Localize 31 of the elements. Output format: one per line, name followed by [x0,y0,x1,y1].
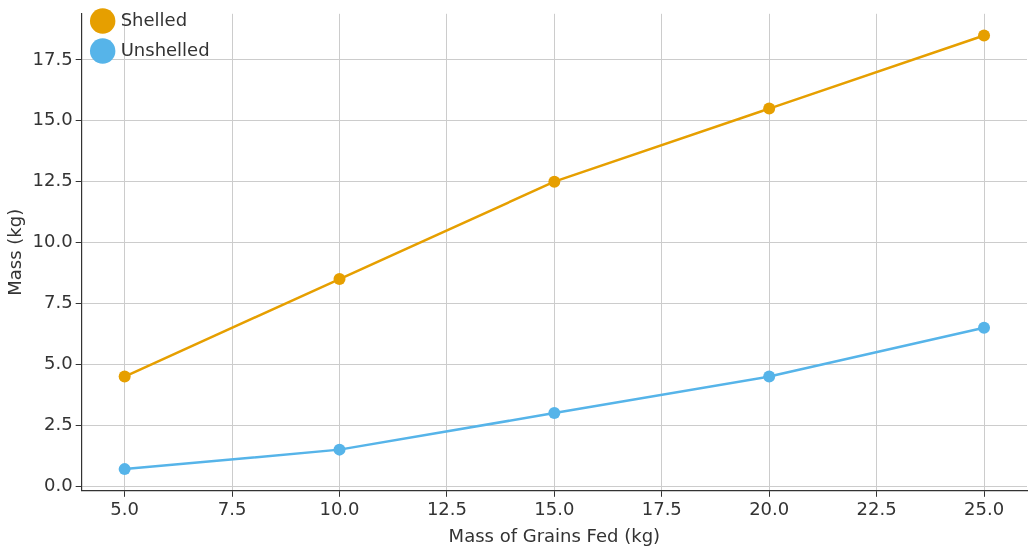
y-tick-label: 15.0 [32,108,73,130]
y-tick-label: 12.5 [32,169,73,191]
y-axis-title: Mass (kg) [4,208,26,296]
point [548,407,561,420]
point [548,175,561,188]
legend-label: Unshelled [120,38,210,60]
x-tick-label: 5.0 [110,498,139,520]
y-tick-label: 2.5 [44,412,73,434]
y-tick-label: 0.0 [44,473,73,495]
y-tick-label: 7.5 [44,291,73,313]
point [978,29,991,42]
x-tick-label: 22.5 [856,498,897,520]
point [763,102,776,115]
x-axis-title: Mass of Grains Fed (kg) [448,524,661,546]
x-tick-label: 15.0 [534,498,575,520]
x-tick-label: 20.0 [749,498,790,520]
x-tick-label: 25.0 [963,498,1005,520]
y-tick-label: 17.5 [32,47,73,69]
point [333,443,346,456]
x-tick-label: 10.0 [319,498,360,520]
point [978,321,991,334]
point [118,370,131,383]
point [333,273,346,286]
x-tick-label: 17.5 [641,498,682,520]
x-tick-label: 7.5 [217,498,247,520]
legend-label: Shelled [120,8,188,30]
y-tick-label: 5.0 [44,352,73,374]
point [118,463,131,476]
point [763,370,776,383]
x-tick-label: 12.5 [426,498,467,520]
y-tick-label: 10.0 [32,230,73,252]
